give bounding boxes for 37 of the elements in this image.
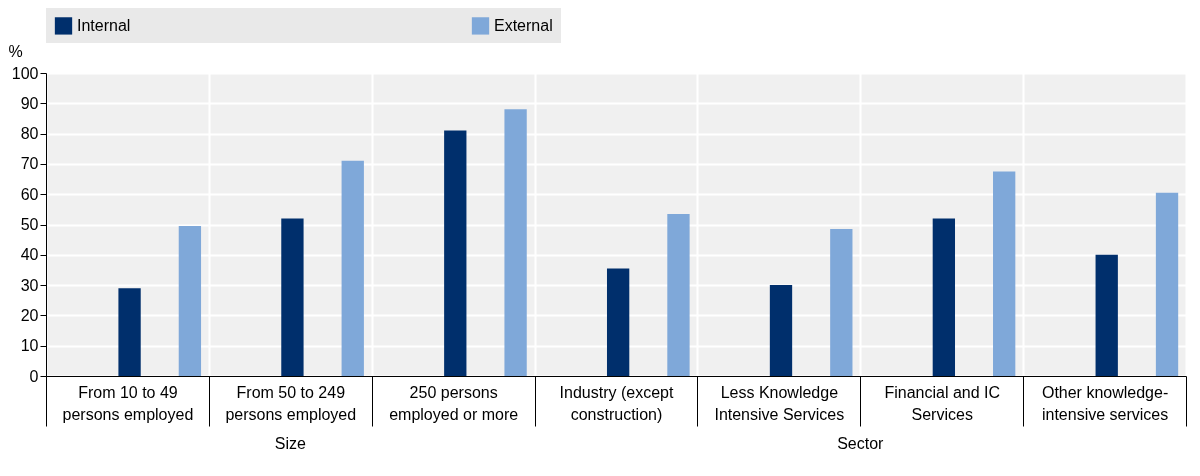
bar [504, 109, 527, 376]
bar [667, 213, 690, 376]
y-tick-label: 40 [20, 246, 39, 264]
y-tick-label: 30 [20, 276, 39, 294]
text: Sector [837, 435, 885, 452]
y-tick-label: 20 [20, 306, 39, 324]
x-tick-label: Less Knowledge Intensive Services [714, 383, 845, 423]
x-tick-label: From 10 to 49 persons employed [62, 383, 194, 423]
y-tick-label: 0 [29, 367, 39, 385]
bar [444, 130, 467, 376]
bar [178, 226, 202, 376]
bar [1155, 192, 1179, 376]
bar [281, 218, 304, 376]
bar [1095, 254, 1118, 376]
x-tick-label: 250 persons employed or more [389, 383, 519, 423]
y-tick-label: 90 [20, 94, 39, 112]
bar [932, 218, 956, 376]
x-tick-label: Other knowledge-intensive services [1041, 383, 1169, 423]
y-tick-label: 70 [20, 155, 39, 173]
bar [993, 171, 1016, 376]
bar [769, 285, 793, 376]
bar [830, 229, 853, 376]
legend-label: Internal [77, 16, 131, 34]
y-axis-title: % [8, 42, 23, 60]
x-tick-label: Financial and IC Services [884, 383, 1001, 423]
y-tick-label: 60 [20, 185, 39, 203]
text: Size [274, 435, 306, 452]
bar [341, 160, 364, 376]
x-tick-label: From 50 to 249 persons employed [225, 383, 357, 423]
bar [118, 288, 141, 376]
y-tick-label: 10 [20, 337, 39, 355]
y-tick-label: 80 [20, 125, 39, 143]
legend-label: External [494, 16, 553, 34]
y-tick-label: 50 [20, 216, 39, 233]
bar [606, 268, 630, 376]
y-tick-label: 100 [11, 64, 39, 82]
x-tick-label: Industry (except construction) [559, 383, 674, 423]
